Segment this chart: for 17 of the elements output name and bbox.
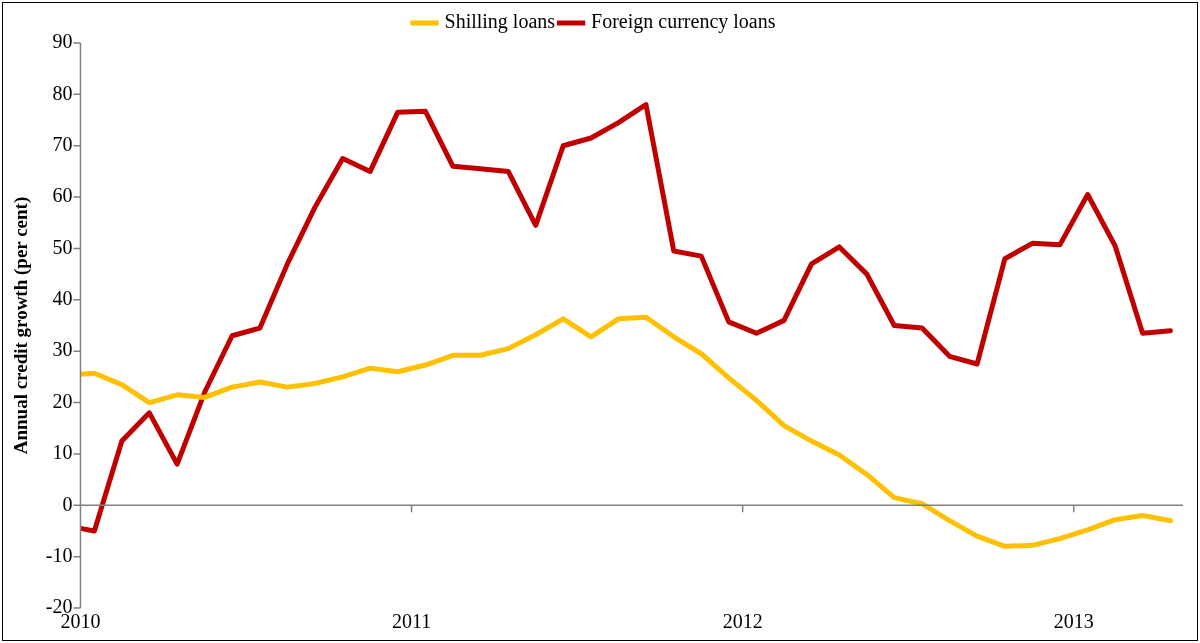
- legend-label: Foreign currency loans: [591, 10, 776, 34]
- y-tick-label: 90: [52, 30, 73, 53]
- y-tick-label: 20: [52, 389, 73, 412]
- y-tick-label: 30: [52, 338, 73, 361]
- y-tick-label: 60: [52, 184, 73, 207]
- y-tick-label: -10: [45, 543, 73, 566]
- x-tick-label: 2011: [391, 610, 432, 633]
- y-tick-label: 40: [52, 287, 73, 310]
- y-tick-label: 10: [52, 441, 73, 464]
- y-axis-title: Annual credit growth (per cent): [10, 196, 33, 455]
- y-tick-label: 50: [52, 235, 73, 258]
- y-tick-label: 0: [62, 492, 73, 515]
- y-tick-label: 80: [52, 81, 73, 104]
- x-tick-label: 2012: [722, 610, 763, 633]
- x-tick-label: 2013: [1053, 610, 1094, 633]
- y-tick-label: 70: [52, 132, 73, 155]
- legend-label: Shilling loans: [444, 10, 556, 34]
